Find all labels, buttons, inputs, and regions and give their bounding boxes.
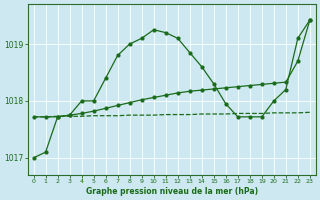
X-axis label: Graphe pression niveau de la mer (hPa): Graphe pression niveau de la mer (hPa) [86,187,258,196]
